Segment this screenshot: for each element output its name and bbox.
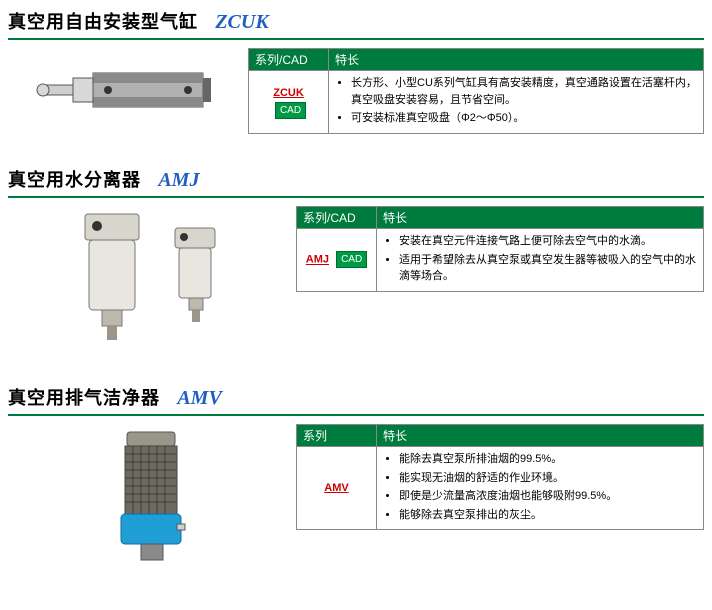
list-item: 可安装标准真空吸盘（Φ2～Φ50）。 (351, 110, 697, 127)
section-body: 系列 特长 AMV 能除去真空泵所排油烟的99.5%。 能实现无油烟的舒适的作业… (8, 424, 704, 574)
table-header-row: 系列/CAD 特长 (249, 49, 704, 71)
product-image-amj (8, 206, 286, 356)
spec-table-wrap: 系列 特长 AMV 能除去真空泵所排油烟的99.5%。 能实现无油烟的舒适的作业… (296, 424, 704, 530)
list-item: 能实现无油烟的舒适的作业环境。 (399, 470, 697, 487)
product-image-zcuk (8, 48, 238, 138)
series-cell: AMV (297, 447, 377, 530)
section-title-code: AMV (177, 387, 221, 409)
th-series: 系列/CAD (297, 207, 377, 229)
list-item: 安装在真空元件连接气路上便可除去空气中的水滴。 (399, 233, 697, 250)
th-series: 系列 (297, 425, 377, 447)
section-zcuk: 真空用自由安装型气缸 ZCUK 系列/CAD 特长 (8, 8, 704, 138)
series-link-zcuk[interactable]: ZCUK (273, 87, 304, 99)
th-series: 系列/CAD (249, 49, 329, 71)
section-header: 真空用水分离器 AMJ (8, 166, 704, 198)
series-cell: AMJ CAD (297, 229, 377, 292)
section-title-cn: 真空用自由安装型气缸 (8, 12, 198, 32)
features-list: 安装在真空元件连接气路上便可除去空气中的水滴。 适用于希望除去从真空泵或真空发生… (383, 233, 697, 285)
section-title-cn: 真空用排气洁净器 (8, 388, 160, 408)
section-body: 系列/CAD 特长 AMJ CAD 安装在真空元件连接气路上便可除去空气中的水滴… (8, 206, 704, 356)
features-cell: 安装在真空元件连接气路上便可除去空气中的水滴。 适用于希望除去从真空泵或真空发生… (377, 229, 704, 292)
features-list: 能除去真空泵所排油烟的99.5%。 能实现无油烟的舒适的作业环境。 即使是少流量… (383, 451, 697, 523)
cad-badge[interactable]: CAD (275, 102, 306, 119)
table-header-row: 系列 特长 (297, 425, 704, 447)
section-header: 真空用排气洁净器 AMV (8, 384, 704, 416)
section-amj: 真空用水分离器 AMJ 系列/CAD (8, 166, 704, 356)
spec-table-wrap: 系列/CAD 特长 ZCUK CAD 长方形、小型CU系列气缸具有高安装精度，真… (248, 48, 704, 134)
section-title-cn: 真空用水分离器 (8, 170, 141, 190)
th-features: 特长 (377, 207, 704, 229)
features-cell: 长方形、小型CU系列气缸具有高安装精度，真空通路设置在活塞杆内，真空吸盘安装容易… (329, 71, 704, 134)
spec-table: 系列/CAD 特长 ZCUK CAD 长方形、小型CU系列气缸具有高安装精度，真… (248, 48, 704, 134)
cad-badge[interactable]: CAD (336, 251, 367, 268)
list-item: 能够除去真空泵排出的灰尘。 (399, 507, 697, 524)
series-link-amv[interactable]: AMV (324, 482, 348, 494)
section-amv: 真空用排气洁净器 AMV (8, 384, 704, 574)
section-header: 真空用自由安装型气缸 ZCUK (8, 8, 704, 40)
list-item: 能除去真空泵所排油烟的99.5%。 (399, 451, 697, 468)
section-title-code: AMJ (158, 169, 199, 191)
spec-table-wrap: 系列/CAD 特长 AMJ CAD 安装在真空元件连接气路上便可除去空气中的水滴… (296, 206, 704, 292)
section-body: 系列/CAD 特长 ZCUK CAD 长方形、小型CU系列气缸具有高安装精度，真… (8, 48, 704, 138)
list-item: 即使是少流量高浓度油烟也能够吸附99.5%。 (399, 488, 697, 505)
th-features: 特长 (377, 425, 704, 447)
table-row: AMV 能除去真空泵所排油烟的99.5%。 能实现无油烟的舒适的作业环境。 即使… (297, 447, 704, 530)
section-title-code: ZCUK (215, 11, 268, 33)
table-header-row: 系列/CAD 特长 (297, 207, 704, 229)
list-item: 长方形、小型CU系列气缸具有高安装精度，真空通路设置在活塞杆内，真空吸盘安装容易… (351, 75, 697, 108)
series-link-amj[interactable]: AMJ (306, 254, 329, 266)
spec-table: 系列 特长 AMV 能除去真空泵所排油烟的99.5%。 能实现无油烟的舒适的作业… (296, 424, 704, 530)
table-row: ZCUK CAD 长方形、小型CU系列气缸具有高安装精度，真空通路设置在活塞杆内… (249, 71, 704, 134)
features-list: 长方形、小型CU系列气缸具有高安装精度，真空通路设置在活塞杆内，真空吸盘安装容易… (335, 75, 697, 127)
th-features: 特长 (329, 49, 704, 71)
spec-table: 系列/CAD 特长 AMJ CAD 安装在真空元件连接气路上便可除去空气中的水滴… (296, 206, 704, 292)
features-cell: 能除去真空泵所排油烟的99.5%。 能实现无油烟的舒适的作业环境。 即使是少流量… (377, 447, 704, 530)
product-image-amv (8, 424, 286, 574)
table-row: AMJ CAD 安装在真空元件连接气路上便可除去空气中的水滴。 适用于希望除去从… (297, 229, 704, 292)
list-item: 适用于希望除去从真空泵或真空发生器等被吸入的空气中的水滴等场合。 (399, 252, 697, 285)
series-cell: ZCUK CAD (249, 71, 329, 134)
